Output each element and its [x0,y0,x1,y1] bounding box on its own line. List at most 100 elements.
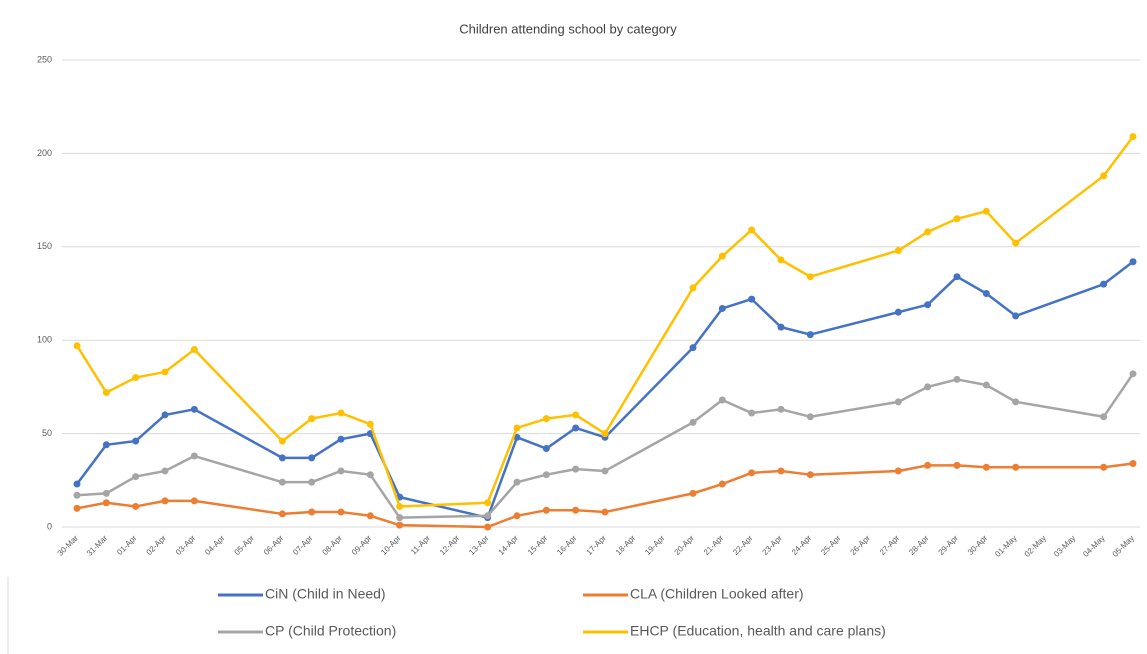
marker [924,383,932,391]
marker [1012,239,1020,247]
marker [132,437,140,445]
gap-bridge [810,400,899,419]
gap-bridge [1014,174,1105,245]
marker [484,499,492,507]
marker [777,405,785,413]
gap-bridge [1015,282,1105,318]
marker [366,512,374,520]
marker [190,497,198,505]
marker [777,256,785,264]
marker [982,290,990,297]
marker [894,308,902,316]
marker [689,344,697,352]
marker [190,452,198,460]
marker [132,502,140,510]
marker [366,420,374,428]
marker [396,514,404,522]
marker [718,252,726,260]
gap-bridge [1015,400,1104,419]
gap-bridge [810,469,899,476]
marker [190,405,198,413]
marker [748,226,756,234]
marker [366,471,374,479]
marker [924,228,932,236]
marker [1129,133,1137,141]
gap-bridge [604,492,694,514]
marker [308,415,316,423]
marker [689,418,697,426]
marker [484,512,492,520]
gap-bridge [810,310,899,336]
marker [572,506,580,514]
marker [806,471,814,479]
marker [982,463,990,471]
marker [73,504,81,512]
marker [278,478,286,486]
marker [396,502,404,510]
series-line [1102,373,1135,418]
marker [924,301,932,309]
gap-bridge [193,454,283,484]
marker [1129,459,1137,467]
marker [102,499,110,507]
marker [161,467,169,475]
y-tick-label: 50 [42,428,52,438]
marker [1012,398,1020,406]
gap-bridge [604,421,694,473]
marker [689,489,697,497]
marker [73,491,81,499]
marker [337,435,345,443]
marker [1129,370,1137,378]
y-tick-label: 100 [37,335,52,345]
marker [102,489,110,497]
marker [337,467,345,475]
marker [689,284,697,292]
marker [748,409,756,417]
legend-label: CP (Child Protection) [265,623,396,639]
marker [513,478,521,486]
gap-bridge [194,499,283,516]
series-line [1103,462,1134,469]
gap-bridge [193,348,284,442]
marker [190,346,198,354]
marker [894,398,902,406]
marker [308,478,316,486]
marker [161,497,169,505]
marker [337,409,345,417]
marker [542,415,550,423]
marker [484,523,492,531]
marker [278,454,286,462]
marker [73,342,81,350]
marker [1100,413,1108,421]
gap-bridge [399,523,488,529]
marker [777,467,785,475]
marker [542,506,550,514]
marker [982,207,990,215]
marker [601,467,609,475]
marker [572,424,580,432]
marker [718,480,726,488]
marker [308,454,316,462]
series-line [1102,260,1134,286]
y-tick-label: 250 [37,54,52,64]
marker [308,508,316,516]
marker [337,508,345,516]
marker [601,508,609,516]
marker [806,273,814,281]
marker [748,295,756,303]
y-tick-label: 150 [37,241,52,251]
marker [1100,172,1108,180]
marker [1012,312,1020,320]
gap-bridge [604,346,694,439]
gap-bridge [193,408,283,459]
marker [953,273,961,281]
marker [513,512,521,520]
marker [572,411,580,419]
marker [1129,258,1137,266]
marker [806,413,814,421]
marker [953,461,961,469]
marker [542,471,550,479]
marker [73,480,81,488]
marker [102,389,110,397]
